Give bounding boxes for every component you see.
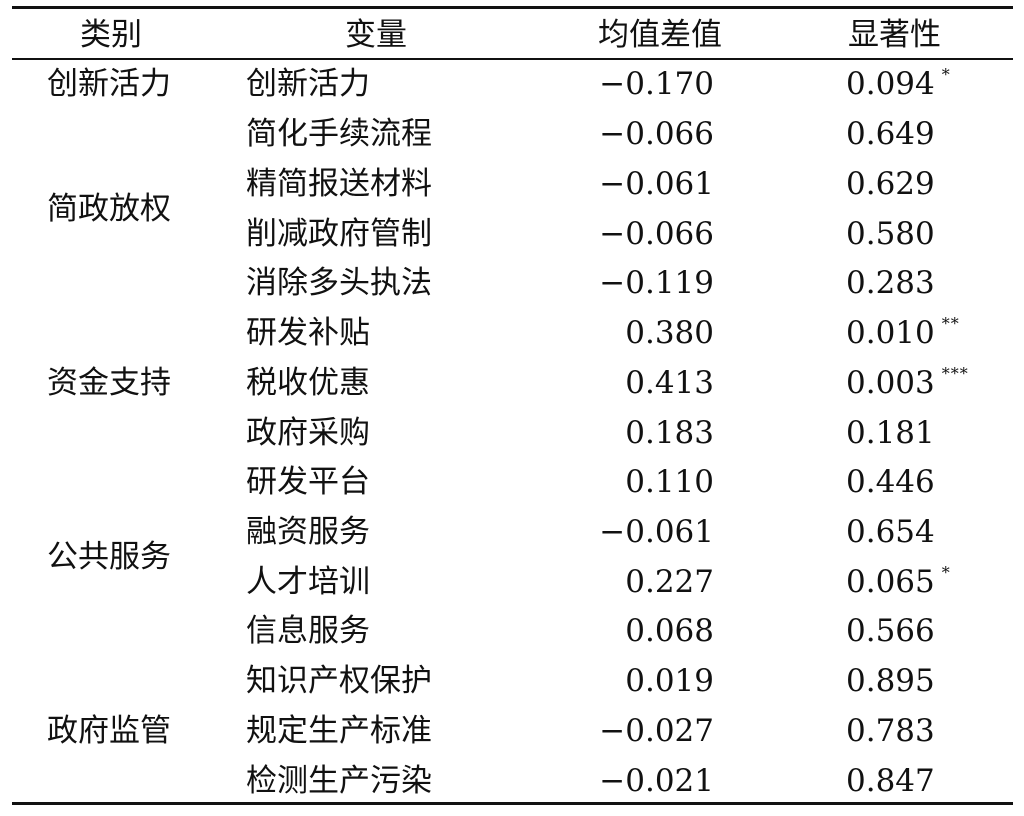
variable-cell: 简化手续流程	[246, 116, 432, 152]
significance-cell: 0.003 ***	[846, 358, 969, 408]
significance-cell: 0.580	[846, 209, 942, 259]
header-category: 类别	[80, 17, 142, 53]
significance-value: 0.065	[846, 564, 935, 600]
table-row: 人才培训 0.227 0.065 *	[0, 557, 1024, 607]
table-row: 融资服务 −0.061 0.654	[0, 507, 1024, 557]
table-header: 类别 变量 均值差值 显著性	[0, 10, 1024, 60]
mean-diff-cell: 0.019	[625, 663, 714, 699]
significance-value: 0.895	[846, 663, 935, 699]
variable-cell: 削减政府管制	[246, 216, 432, 252]
header-significance: 显著性	[848, 17, 941, 53]
variable-cell: 研发平台	[246, 464, 370, 500]
mean-diff-cell: 0.183	[625, 415, 714, 451]
mean-diff-cell: 0.110	[625, 464, 714, 500]
mean-diff-cell: −0.066	[599, 216, 714, 252]
variable-cell: 精简报送材料	[246, 166, 432, 202]
significance-value: 0.446	[846, 464, 935, 500]
table-row: 创新活力 −0.170 0.094 *	[0, 59, 1024, 109]
significance-value: 0.566	[846, 613, 935, 649]
mean-diff-cell: 0.227	[625, 564, 714, 600]
significance-cell: 0.649	[846, 109, 942, 159]
table-row: 税收优惠 0.413 0.003 ***	[0, 358, 1024, 408]
category-label: 资金支持	[47, 365, 171, 401]
significance-value: 0.629	[846, 166, 935, 202]
table-row: 检测生产污染 −0.021 0.847	[0, 756, 1024, 806]
variable-cell: 创新活力	[246, 66, 370, 102]
significance-cell: 0.654	[846, 507, 942, 557]
mean-diff-cell: −0.066	[599, 116, 714, 152]
mean-diff-cell: −0.119	[599, 265, 714, 301]
variable-cell: 知识产权保护	[246, 663, 432, 699]
table-row: 研发补贴 0.380 0.010 **	[0, 308, 1024, 358]
significance-value: 0.181	[846, 415, 935, 451]
mean-diff-cell: −0.061	[599, 514, 714, 550]
variable-cell: 融资服务	[246, 514, 370, 550]
table-row: 精简报送材料 −0.061 0.629	[0, 159, 1024, 209]
significance-value: 0.783	[846, 713, 935, 749]
significance-value: 0.283	[846, 265, 935, 301]
significance-cell: 0.065 *	[846, 557, 951, 607]
significance-cell: 0.629	[846, 159, 942, 209]
table-row: 规定生产标准 −0.027 0.783	[0, 706, 1024, 756]
variable-cell: 规定生产标准	[246, 713, 432, 749]
significance-stars: **	[941, 314, 960, 333]
significance-value: 0.654	[846, 514, 935, 550]
significance-cell: 0.283	[846, 258, 942, 308]
table-row: 信息服务 0.068 0.566	[0, 606, 1024, 656]
mean-diff-cell: −0.170	[599, 66, 714, 102]
variable-cell: 检测生产污染	[246, 763, 432, 799]
significance-cell: 0.094 *	[846, 59, 951, 109]
significance-cell: 0.010 **	[846, 308, 960, 358]
significance-cell: 0.446	[846, 457, 942, 507]
mean-diff-cell: 0.413	[625, 365, 714, 401]
table-row: 政府采购 0.183 0.181	[0, 408, 1024, 458]
significance-value: 0.094	[846, 66, 935, 102]
significance-stars: *	[941, 563, 951, 582]
variable-cell: 研发补贴	[246, 315, 370, 351]
variable-cell: 信息服务	[246, 613, 370, 649]
bottom-rule	[12, 802, 1013, 805]
significance-value: 0.010	[846, 315, 935, 351]
category-label: 创新活力	[47, 66, 171, 102]
significance-cell: 0.566	[846, 606, 942, 656]
significance-value: 0.649	[846, 116, 935, 152]
header-mean-diff: 均值差值	[598, 17, 722, 53]
significance-cell: 0.783	[846, 706, 942, 756]
table-row: 消除多头执法 −0.119 0.283	[0, 258, 1024, 308]
mean-diff-cell: 0.380	[625, 315, 714, 351]
variable-cell: 政府采购	[246, 415, 370, 451]
table-row: 削减政府管制 −0.066 0.580	[0, 209, 1024, 259]
significance-value: 0.847	[846, 763, 935, 799]
significance-cell: 0.181	[846, 408, 942, 458]
mean-diff-cell: 0.068	[625, 613, 714, 649]
significance-stars: *	[941, 65, 951, 84]
significance-value: 0.003	[846, 365, 935, 401]
table-row: 简化手续流程 −0.066 0.649	[0, 109, 1024, 159]
header-variable: 变量	[345, 17, 407, 53]
variable-cell: 消除多头执法	[246, 265, 432, 301]
table-row: 知识产权保护 0.019 0.895	[0, 656, 1024, 706]
mean-diff-cell: −0.021	[599, 763, 714, 799]
variable-cell: 人才培训	[246, 564, 370, 600]
mean-diff-cell: −0.027	[599, 713, 714, 749]
category-label: 公共服务	[47, 539, 171, 575]
category-label: 政府监管	[47, 713, 171, 749]
variable-cell: 税收优惠	[246, 365, 370, 401]
header-rule	[12, 58, 1013, 60]
category-label: 简政放权	[47, 191, 171, 227]
significance-value: 0.580	[846, 216, 935, 252]
table-row: 研发平台 0.110 0.446	[0, 457, 1024, 507]
mean-diff-cell: −0.061	[599, 166, 714, 202]
significance-cell: 0.847	[846, 756, 942, 806]
top-rule	[12, 6, 1013, 9]
significance-stars: ***	[941, 364, 969, 383]
significance-cell: 0.895	[846, 656, 942, 706]
